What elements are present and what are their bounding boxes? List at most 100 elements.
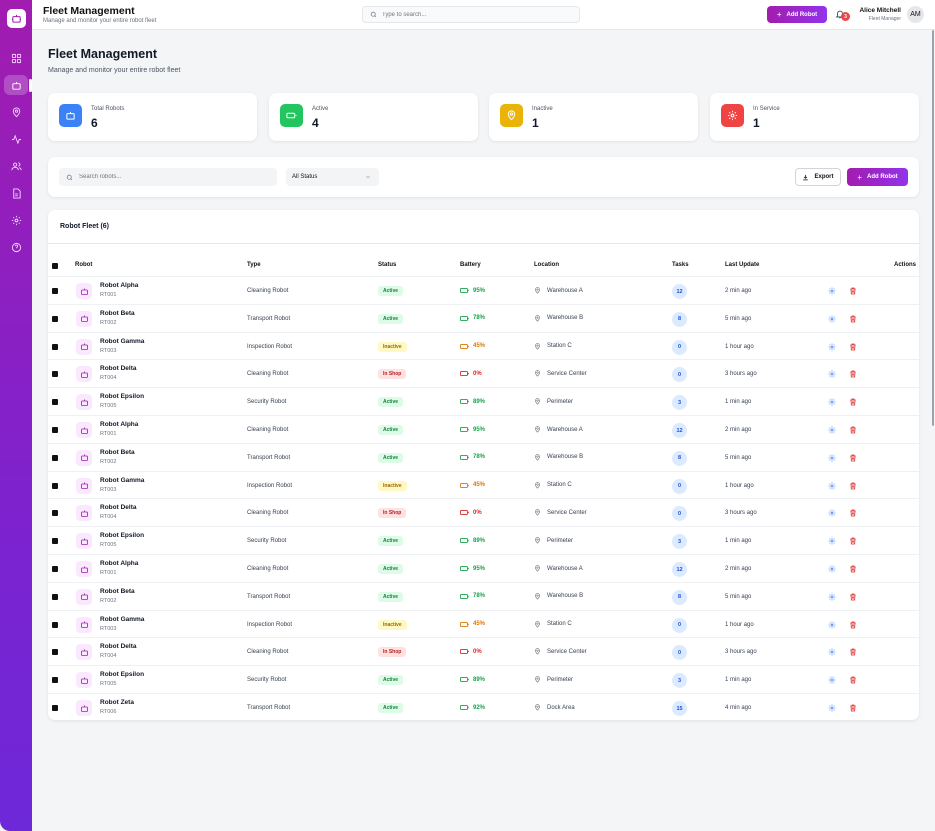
- settings-icon[interactable]: [828, 509, 836, 517]
- robot-name[interactable]: Robot Epsilon: [100, 671, 145, 679]
- table-row[interactable]: Robot Alpha RT001 Cleaning Robot Active 95% W…: [48, 276, 919, 304]
- robot-name[interactable]: Robot Delta: [100, 504, 137, 512]
- col-location[interactable]: Location: [534, 262, 559, 268]
- robot-search-input[interactable]: [79, 174, 269, 180]
- table-row[interactable]: Robot Epsilon RT005 Security Robot Active 89…: [48, 387, 919, 415]
- robot-name[interactable]: Robot Gamma: [100, 476, 145, 484]
- trash-icon[interactable]: [849, 315, 857, 323]
- sidebar-item-reports[interactable]: [4, 183, 28, 203]
- trash-icon[interactable]: [849, 370, 857, 378]
- sidebar-item-help[interactable]: [4, 237, 28, 257]
- col-status[interactable]: Status: [378, 262, 397, 268]
- table-row[interactable]: Robot Delta RT004 Cleaning Robot In Shop 0% S…: [48, 498, 919, 526]
- table-row[interactable]: Robot Beta RT002 Transport Robot Active 78% W…: [48, 303, 919, 332]
- robot-name[interactable]: Robot Gamma: [100, 337, 145, 345]
- sidebar-item-activity[interactable]: [4, 129, 28, 149]
- robot-name[interactable]: Robot Epsilon: [100, 532, 145, 540]
- row-checkbox[interactable]: [52, 621, 58, 628]
- trash-icon[interactable]: [849, 537, 857, 545]
- trash-icon[interactable]: [849, 565, 857, 573]
- table-row[interactable]: Robot Zeta RT006 Transport Robot Active 92% D…: [48, 693, 919, 720]
- col-type[interactable]: Type: [247, 262, 261, 268]
- select-all-checkbox[interactable]: [52, 263, 58, 269]
- settings-icon[interactable]: [828, 593, 836, 601]
- robot-name[interactable]: Robot Beta: [100, 309, 135, 317]
- row-checkbox[interactable]: [52, 371, 58, 378]
- robot-name[interactable]: Robot Delta: [100, 365, 137, 373]
- settings-icon[interactable]: [828, 343, 836, 351]
- user-info[interactable]: Alice Mitchell Fleet Manager: [859, 7, 901, 22]
- row-checkbox[interactable]: [52, 454, 58, 461]
- row-checkbox[interactable]: [52, 566, 58, 572]
- table-row[interactable]: Robot Alpha RT001 Cleaning Robot Active 95% W…: [48, 415, 919, 443]
- add-robot-button[interactable]: + Add Robot: [847, 168, 908, 186]
- table-row[interactable]: Robot Gamma RT003 Inspection Robot Inactive…: [48, 470, 919, 499]
- robot-name[interactable]: Robot Zeta: [100, 699, 134, 706]
- row-checkbox[interactable]: [52, 593, 58, 600]
- sidebar-item-robots[interactable]: [4, 75, 28, 95]
- row-checkbox[interactable]: [52, 427, 58, 433]
- settings-icon[interactable]: [828, 426, 836, 434]
- row-checkbox[interactable]: [52, 677, 58, 684]
- scrollbar[interactable]: [932, 30, 934, 426]
- trash-icon[interactable]: [849, 343, 857, 351]
- robot-name[interactable]: Robot Epsilon: [100, 393, 145, 401]
- settings-icon[interactable]: [828, 648, 836, 656]
- trash-icon[interactable]: [849, 287, 857, 295]
- settings-icon[interactable]: [828, 370, 836, 378]
- avatar[interactable]: AM: [907, 6, 924, 23]
- trash-icon[interactable]: [849, 454, 857, 462]
- settings-icon[interactable]: [828, 315, 836, 323]
- trash-icon[interactable]: [849, 593, 857, 601]
- table-row[interactable]: Robot Delta RT004 Cleaning Robot In Shop 0% S…: [48, 359, 919, 387]
- trash-icon[interactable]: [849, 676, 857, 684]
- settings-icon[interactable]: [828, 482, 836, 490]
- sidebar-item-locations[interactable]: [4, 102, 28, 122]
- settings-icon[interactable]: [828, 621, 836, 629]
- table-row[interactable]: Robot Alpha RT001 Cleaning Robot Active 95% W…: [48, 554, 919, 582]
- trash-icon[interactable]: [849, 482, 857, 490]
- robot-search[interactable]: [59, 168, 277, 186]
- status-select[interactable]: All Status: [286, 168, 379, 186]
- trash-icon[interactable]: [849, 648, 857, 656]
- robot-name[interactable]: Robot Alpha: [100, 282, 139, 289]
- col-robot[interactable]: Robot: [75, 262, 93, 268]
- header-add-robot-button[interactable]: + Add Robot: [767, 6, 827, 23]
- table-row[interactable]: Robot Delta RT004 Cleaning Robot In Shop 0% S…: [48, 637, 919, 665]
- col-tasks[interactable]: Tasks: [672, 262, 689, 268]
- row-checkbox[interactable]: [52, 510, 58, 517]
- robot-name[interactable]: Robot Beta: [100, 448, 135, 456]
- row-checkbox[interactable]: [52, 538, 58, 545]
- settings-icon[interactable]: [828, 287, 836, 295]
- row-checkbox[interactable]: [52, 649, 58, 656]
- settings-icon[interactable]: [828, 454, 836, 462]
- row-checkbox[interactable]: [52, 705, 58, 711]
- row-checkbox[interactable]: [52, 399, 58, 406]
- robot-name[interactable]: Robot Delta: [100, 643, 137, 651]
- trash-icon[interactable]: [849, 509, 857, 517]
- row-checkbox[interactable]: [52, 482, 58, 489]
- robot-name[interactable]: Robot Alpha: [100, 560, 139, 567]
- settings-icon[interactable]: [828, 565, 836, 573]
- col-last-update[interactable]: Last Update: [725, 262, 760, 268]
- row-checkbox[interactable]: [52, 315, 58, 322]
- table-row[interactable]: Robot Epsilon RT005 Security Robot Active 89…: [48, 665, 919, 693]
- settings-icon[interactable]: [828, 537, 836, 545]
- robot-name[interactable]: Robot Gamma: [100, 615, 145, 623]
- robot-name[interactable]: Robot Alpha: [100, 421, 139, 428]
- export-button[interactable]: Export: [795, 168, 841, 186]
- sidebar-item-settings[interactable]: [4, 210, 28, 230]
- trash-icon[interactable]: [849, 398, 857, 406]
- table-row[interactable]: Robot Gamma RT003 Inspection Robot Inactive…: [48, 331, 919, 360]
- trash-icon[interactable]: [849, 704, 857, 712]
- sidebar-item-users[interactable]: [4, 156, 28, 176]
- global-search-input[interactable]: [382, 11, 572, 18]
- col-battery[interactable]: Battery: [460, 262, 481, 268]
- table-row[interactable]: Robot Epsilon RT005 Security Robot Active 89…: [48, 526, 919, 554]
- table-row[interactable]: Robot Gamma RT003 Inspection Robot Inactive…: [48, 609, 919, 638]
- trash-icon[interactable]: [849, 621, 857, 629]
- global-search[interactable]: [362, 6, 580, 23]
- sidebar-item-dashboard[interactable]: [4, 48, 28, 68]
- settings-icon[interactable]: [828, 704, 836, 712]
- table-row[interactable]: Robot Beta RT002 Transport Robot Active 78% W…: [48, 581, 919, 610]
